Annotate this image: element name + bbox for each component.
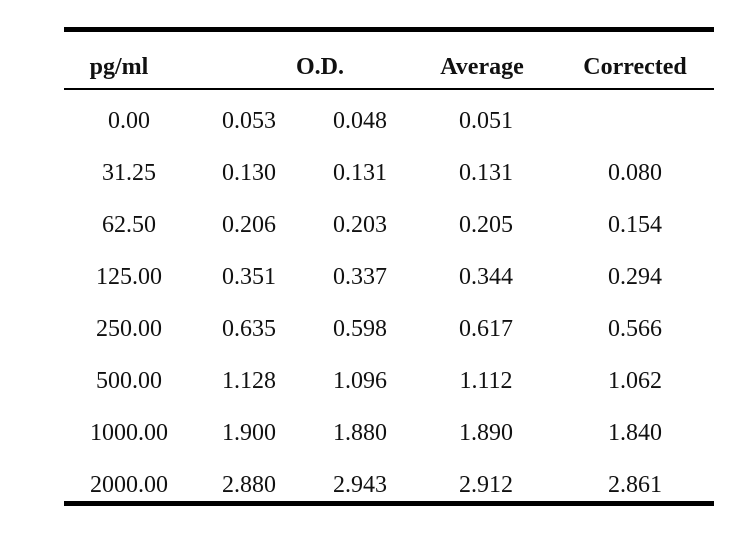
cell-average: 0.344 (459, 264, 513, 290)
table-top-rule (64, 27, 714, 32)
header-corrected: Corrected (583, 54, 687, 80)
cell-concentration: 31.25 (102, 160, 156, 186)
table-row: 250.00 0.635 0.598 0.617 0.566 (64, 298, 714, 350)
header-average: Average (440, 54, 524, 80)
table-row: 2000.00 2.880 2.943 2.912 2.861 (64, 454, 714, 506)
table-row: 1000.00 1.900 1.880 1.890 1.840 (64, 402, 714, 454)
cell-concentration: 125.00 (96, 264, 162, 290)
cell-od-1: 0.053 (222, 108, 276, 134)
cell-concentration: 250.00 (96, 316, 162, 342)
cell-od-2: 1.096 (333, 368, 387, 394)
table-row: 31.25 0.130 0.131 0.131 0.080 (64, 142, 714, 194)
cell-od-1: 0.635 (222, 316, 276, 342)
cell-concentration: 1000.00 (90, 420, 168, 446)
cell-od-2: 0.203 (333, 212, 387, 238)
cell-od-1: 0.351 (222, 264, 276, 290)
standard-curve-table: pg/ml O.D. Average Corrected 0.00 0.053 0.… (64, 27, 714, 506)
cell-average: 0.131 (459, 160, 513, 186)
table-row: 500.00 1.128 1.096 1.112 1.062 (64, 350, 714, 402)
cell-concentration: 2000.00 (90, 472, 168, 498)
header-concentration: pg/ml (89, 54, 149, 80)
cell-od-2: 0.337 (333, 264, 387, 290)
cell-average: 0.051 (459, 108, 513, 134)
table-row: 125.00 0.351 0.337 0.344 0.294 (64, 246, 714, 298)
cell-od-1: 0.206 (222, 212, 276, 238)
cell-average: 0.205 (459, 212, 513, 238)
cell-average: 1.112 (459, 368, 513, 394)
cell-corrected: 0.080 (608, 160, 662, 186)
cell-corrected: 0.154 (608, 212, 662, 238)
cell-corrected: 1.840 (608, 420, 662, 446)
table-row: 62.50 0.206 0.203 0.205 0.154 (64, 194, 714, 246)
table-row: 0.00 0.053 0.048 0.051 (64, 90, 714, 142)
table-bottom-rule (64, 501, 714, 506)
cell-corrected: 0.566 (608, 316, 662, 342)
cell-average: 1.890 (459, 420, 513, 446)
cell-od-2: 1.880 (333, 420, 387, 446)
cell-concentration: 62.50 (102, 212, 156, 238)
cell-concentration: 500.00 (96, 368, 162, 394)
cell-od-2: 0.131 (333, 160, 387, 186)
cell-corrected: 0.294 (608, 264, 662, 290)
cell-corrected: 1.062 (608, 368, 662, 394)
cell-corrected: 2.861 (608, 472, 662, 498)
cell-od-1: 1.128 (222, 368, 276, 394)
table-header-rule (64, 88, 714, 90)
cell-average: 0.617 (459, 316, 513, 342)
cell-average: 2.912 (459, 472, 513, 498)
table-body: 0.00 0.053 0.048 0.051 31.25 0.130 0.131 0.131 0… (64, 90, 714, 506)
cell-od-2: 2.943 (333, 472, 387, 498)
cell-od-1: 1.900 (222, 420, 276, 446)
cell-od-1: 0.130 (222, 160, 276, 186)
cell-od-1: 2.880 (222, 472, 276, 498)
cell-od-2: 0.598 (333, 316, 387, 342)
table-header: pg/ml O.D. Average Corrected (64, 32, 714, 88)
cell-concentration: 0.00 (108, 108, 150, 134)
header-od: O.D. (296, 54, 344, 80)
cell-od-2: 0.048 (333, 108, 387, 134)
